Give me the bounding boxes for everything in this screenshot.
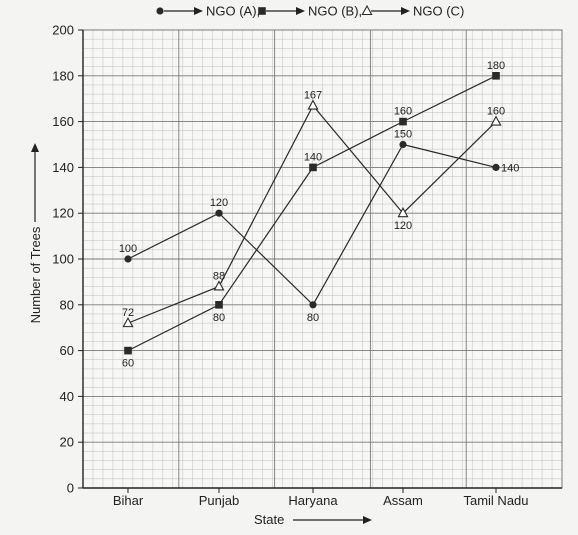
data-label-ngo-a: 100 (119, 243, 137, 255)
y-tick-label: 180 (52, 68, 74, 83)
data-label-ngo-b: 80 (213, 312, 225, 324)
data-point-ngo-a (124, 255, 132, 263)
data-label-ngo-c: 167 (304, 90, 322, 102)
data-point-ngo-b (492, 72, 500, 80)
x-tick-label: Haryana (288, 493, 338, 508)
data-label-ngo-b: 160 (394, 106, 412, 118)
data-label-ngo-a: 150 (394, 129, 412, 141)
data-point-ngo-a (399, 140, 407, 149)
x-tick-label: Assam (383, 493, 423, 508)
legend-arrow-head-ngo-c (401, 7, 410, 15)
y-tick-label: 120 (52, 206, 74, 221)
data-label-ngo-c: 72 (122, 307, 134, 319)
x-tick-label: Punjab (199, 493, 239, 508)
data-label-ngo-a: 120 (210, 197, 228, 209)
data-point-ngo-c (490, 115, 502, 126)
y-tick-label: 60 (60, 343, 74, 358)
legend-arrow-head-ngo-b (296, 7, 305, 15)
y-tick-label: 160 (52, 114, 74, 129)
y-tick-label: 100 (52, 252, 74, 267)
y-axis-title: Number of Trees (28, 226, 43, 323)
data-label-ngo-b: 180 (487, 60, 505, 72)
data-point-ngo-b (215, 301, 223, 309)
data-label-ngo-a: 140 (501, 162, 519, 174)
y-tick-label: 0 (67, 481, 74, 496)
data-label-ngo-b: 140 (304, 151, 322, 163)
data-label-ngo-c: 120 (394, 220, 412, 232)
data-label-ngo-c: 160 (487, 106, 505, 118)
legend-label-ngo-c: NGO (C) (413, 4, 464, 19)
legend-label-ngo-b: NGO (B), (308, 4, 362, 19)
y-tick-label: 20 (60, 435, 74, 450)
chart-legend: NGO (A), NGO (B), NGO (C) (156, 4, 464, 19)
data-label-ngo-c: 88 (213, 270, 225, 282)
data-point-ngo-a (492, 163, 500, 171)
legend-marker-ngo-a (156, 7, 164, 15)
legend-label-ngo-a: NGO (A), (206, 4, 260, 19)
x-tick-label: Tamil Nadu (463, 493, 528, 508)
legend-arrow-head-ngo-a (194, 7, 203, 15)
y-tick-label: 40 (60, 389, 74, 404)
data-point-ngo-b (399, 117, 407, 126)
data-point-ngo-b (124, 346, 132, 355)
data-point-ngo-c (122, 316, 134, 328)
y-tick-label: 140 (52, 160, 74, 175)
data-label-ngo-b: 60 (122, 358, 134, 370)
x-axis-arrow-head (363, 516, 372, 524)
data-point-ngo-a (215, 209, 223, 217)
y-axis-arrow-head (31, 143, 39, 152)
y-axis-title-group: Number of Trees (28, 143, 43, 323)
data-point-ngo-a (309, 301, 317, 309)
data-label-ngo-a: 80 (307, 312, 319, 324)
chart-series (122, 72, 502, 355)
legend-marker-ngo-c (361, 4, 373, 16)
y-axis-ticks: 0 20 40 60 80 100 120 140 160 180 200 (52, 23, 83, 496)
x-axis-title: State (254, 512, 284, 527)
x-axis-title-group: State (254, 512, 372, 527)
data-point-ngo-c (397, 207, 409, 218)
y-tick-label: 80 (60, 297, 74, 312)
data-point-ngo-b (309, 163, 317, 172)
chart-grid (82, 29, 563, 489)
data-labels: 100 120 80 150 140 60 80 140 160 180 72 88 167 120 160 (119, 60, 520, 370)
x-axis-ticks: Bihar Punjab Haryana Assam Tamil Nadu (113, 488, 529, 508)
legend-marker-ngo-b (258, 7, 266, 15)
x-tick-label: Bihar (113, 493, 144, 508)
data-point-ngo-c (307, 99, 319, 110)
y-tick-label: 200 (52, 23, 74, 38)
data-point-ngo-c (213, 280, 225, 291)
